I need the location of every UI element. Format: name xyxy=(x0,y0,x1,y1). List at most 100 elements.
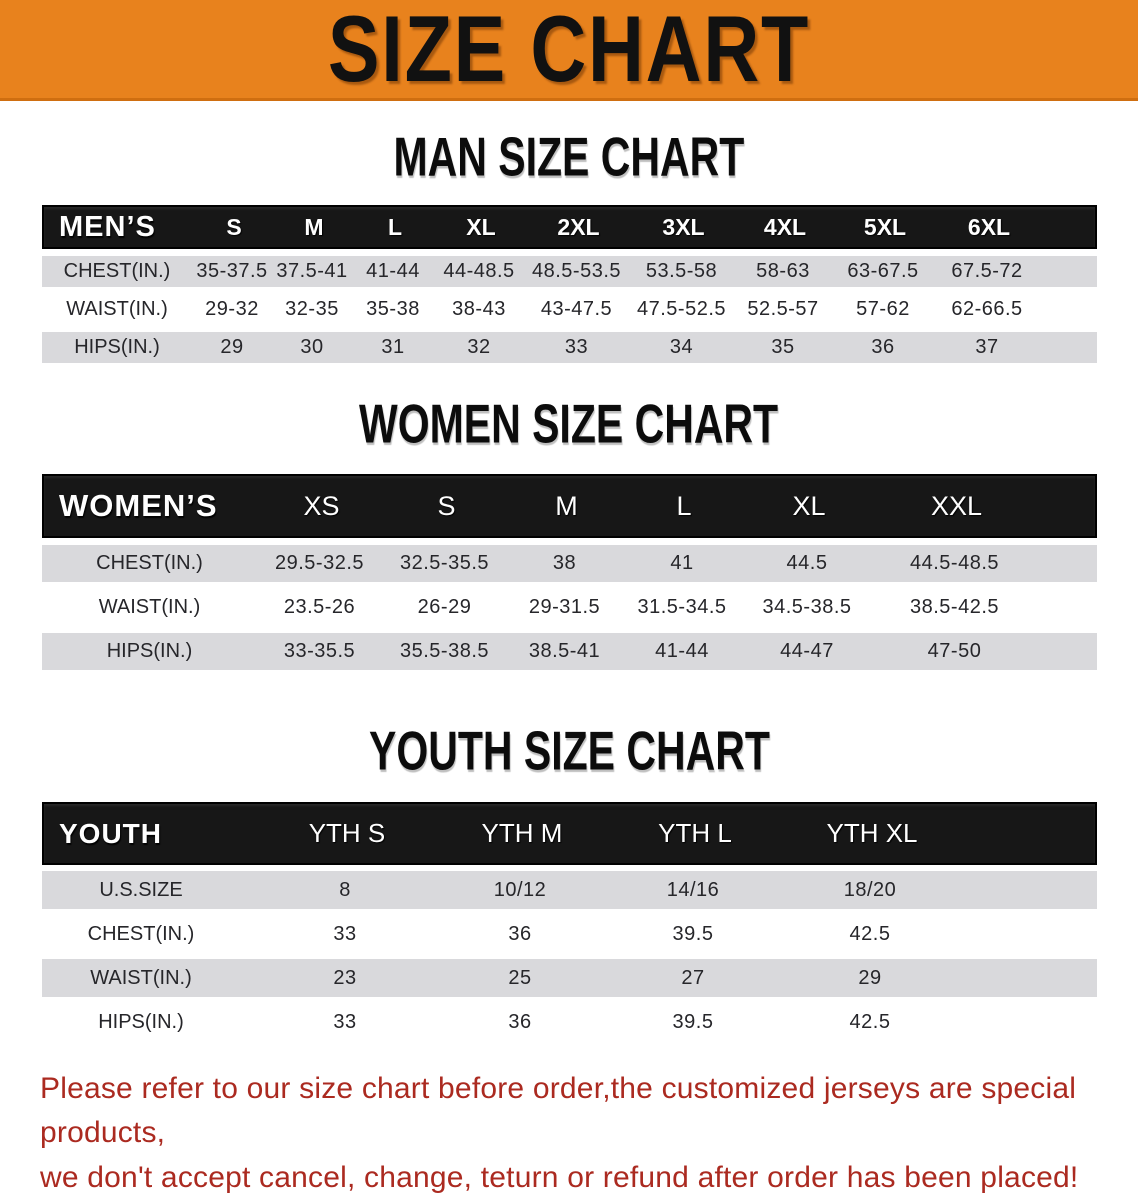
disclaimer-line-1: Please refer to our size chart before or… xyxy=(40,1072,1077,1150)
size-column-header: L xyxy=(387,213,403,240)
table-corner-label: MEN’S xyxy=(59,210,156,243)
table-cell: 42.5 xyxy=(849,1010,891,1033)
size-column-header: L xyxy=(676,490,692,521)
table-row: WAIST(IN.) 23.5-26 26-29 29-31.5 31.5-34.5 34… xyxy=(42,589,1097,626)
table-cell: 25 xyxy=(508,966,532,989)
size-column-header: XS xyxy=(303,490,340,521)
table-corner-label: WOMEN’S xyxy=(59,488,218,523)
table-cell: 44.5-48.5 xyxy=(909,552,999,574)
table-cell: 39.5 xyxy=(672,1010,714,1033)
table-cell: 23 xyxy=(333,966,357,989)
table-cell: 26-29 xyxy=(417,596,472,618)
row-label: WAIST(IN.) xyxy=(98,596,201,618)
table-cell: 14/16 xyxy=(666,878,720,901)
table-cell: 37.5-41 xyxy=(276,260,348,282)
size-column-header: YTH S xyxy=(308,818,386,848)
row-label: U.S.SIZE xyxy=(99,878,183,901)
table-cell: 35-38 xyxy=(366,298,420,320)
table-cell: 32-35 xyxy=(285,298,339,320)
size-column-header: XL xyxy=(792,490,826,521)
table-cell: 35-37.5 xyxy=(196,260,268,282)
row-label: HIPS(IN.) xyxy=(74,336,160,358)
table-row: HIPS(IN.) 29 30 31 32 33 34 35 36 37 xyxy=(42,332,1097,363)
table-cell: 47-50 xyxy=(927,640,982,662)
size-column-header: 6XL xyxy=(967,213,1011,240)
row-label: HIPS(IN.) xyxy=(106,640,193,662)
table-cell: 30 xyxy=(300,336,324,358)
women-section-title: WOMEN SIZE CHART xyxy=(359,393,779,455)
size-column-header: M xyxy=(555,490,578,521)
table-row: CHEST(IN.) 33 36 39.5 42.5 xyxy=(42,915,1097,953)
table-cell: 58-63 xyxy=(756,260,810,282)
size-column-header: YTH L xyxy=(658,818,732,848)
size-column-header: S xyxy=(437,490,456,521)
table-cell: 33-35.5 xyxy=(283,640,356,662)
table-cell: 38.5-42.5 xyxy=(909,596,999,618)
table-cell: 42.5 xyxy=(849,922,891,945)
table-cell: 53.5-58 xyxy=(645,260,718,282)
table-row: CHEST(IN.) 29.5-32.5 32.5-35.5 38 41 44.5 44.5… xyxy=(42,545,1097,582)
size-column-header: 5XL xyxy=(863,213,907,240)
table-cell: 36 xyxy=(871,336,895,358)
table-row: U.S.SIZE 8 10/12 14/16 18/20 xyxy=(42,871,1097,909)
table-cell: 39.5 xyxy=(672,922,714,945)
table-row: HIPS(IN.) 33-35.5 35.5-38.5 38.5-41 41-44 44-… xyxy=(42,633,1097,670)
table-cell: 38.5-41 xyxy=(528,640,601,662)
table-cell: 10/12 xyxy=(493,878,547,901)
row-label: CHEST(IN.) xyxy=(63,260,171,282)
row-label: WAIST(IN.) xyxy=(90,966,192,989)
men-section-title: MAN SIZE CHART xyxy=(393,126,745,188)
table-cell: 31.5-34.5 xyxy=(637,596,727,618)
size-column-header: XXL xyxy=(930,490,983,521)
size-column-header: 3XL xyxy=(662,213,705,240)
size-chart-banner: SIZE CHART xyxy=(0,0,1138,101)
row-label: WAIST(IN.) xyxy=(66,298,168,320)
size-column-header: S xyxy=(226,213,242,240)
size-column-header: 4XL xyxy=(763,213,807,240)
table-cell: 31 xyxy=(381,336,405,358)
table-cell: 18/20 xyxy=(843,878,897,901)
table-cell: 44.5 xyxy=(786,552,828,574)
table-row: CHEST(IN.) 35-37.5 37.5-41 41-44 44-48.5 48.5… xyxy=(42,256,1097,287)
size-column-header: 2XL xyxy=(557,213,600,240)
table-cell: 47.5-52.5 xyxy=(636,298,726,320)
table-cell: 29 xyxy=(220,336,244,358)
row-label: HIPS(IN.) xyxy=(98,1010,184,1033)
table-cell: 44-47 xyxy=(780,640,834,662)
table-cell: 41-44 xyxy=(366,260,420,282)
table-cell: 38 xyxy=(552,552,577,574)
order-disclaimer: Please refer to our size chart before or… xyxy=(40,1067,1138,1200)
table-cell: 38-43 xyxy=(452,298,506,320)
table-row: WAIST(IN.) 29-32 32-35 35-38 38-43 43-47.5 47.… xyxy=(42,294,1097,325)
banner-title: SIZE CHART xyxy=(327,0,811,101)
disclaimer-line-2: we don't accept cancel, change, teturn o… xyxy=(40,1160,1079,1194)
row-label: CHEST(IN.) xyxy=(87,922,195,945)
size-column-header: XL xyxy=(466,213,496,240)
size-column-header: YTH XL xyxy=(826,818,918,848)
table-cell: 67.5-72 xyxy=(951,260,1023,282)
table-cell: 48.5-53.5 xyxy=(531,260,621,282)
table-cell: 32 xyxy=(467,336,491,358)
table-header-row: MEN’S S M L XL 2XL 3XL 4XL 5XL 6XL xyxy=(42,205,1097,249)
row-label: CHEST(IN.) xyxy=(96,552,203,574)
size-column-header: M xyxy=(304,213,324,240)
table-cell: 33 xyxy=(564,336,589,358)
table-cell: 33 xyxy=(333,1010,357,1033)
women-size-table: WOMEN’S XS S M L XL XXL CHEST(IN.) 29.5-32.5 32.5… xyxy=(42,474,1097,670)
table-row: WAIST(IN.) 23 25 27 29 xyxy=(42,959,1097,997)
table-cell: 43-47.5 xyxy=(540,298,613,320)
table-header-row: WOMEN’S XS S M L XL XXL xyxy=(42,474,1097,538)
table-cell: 36 xyxy=(508,1010,532,1033)
table-row: HIPS(IN.) 33 36 39.5 42.5 xyxy=(42,1003,1097,1041)
table-cell: 62-66.5 xyxy=(951,298,1023,320)
table-cell: 34 xyxy=(669,336,694,358)
table-cell: 29.5-32.5 xyxy=(274,552,364,574)
table-cell: 35.5-38.5 xyxy=(399,640,489,662)
table-cell: 29-31.5 xyxy=(528,596,601,618)
table-cell: 41-44 xyxy=(655,640,709,662)
men-section: MAN SIZE CHART xyxy=(0,126,1138,188)
table-cell: 27 xyxy=(681,966,705,989)
table-header-row: YOUTH YTH S YTH M YTH L YTH XL xyxy=(42,802,1097,865)
table-cell: 35 xyxy=(771,336,795,358)
table-corner-label: YOUTH xyxy=(59,817,162,849)
